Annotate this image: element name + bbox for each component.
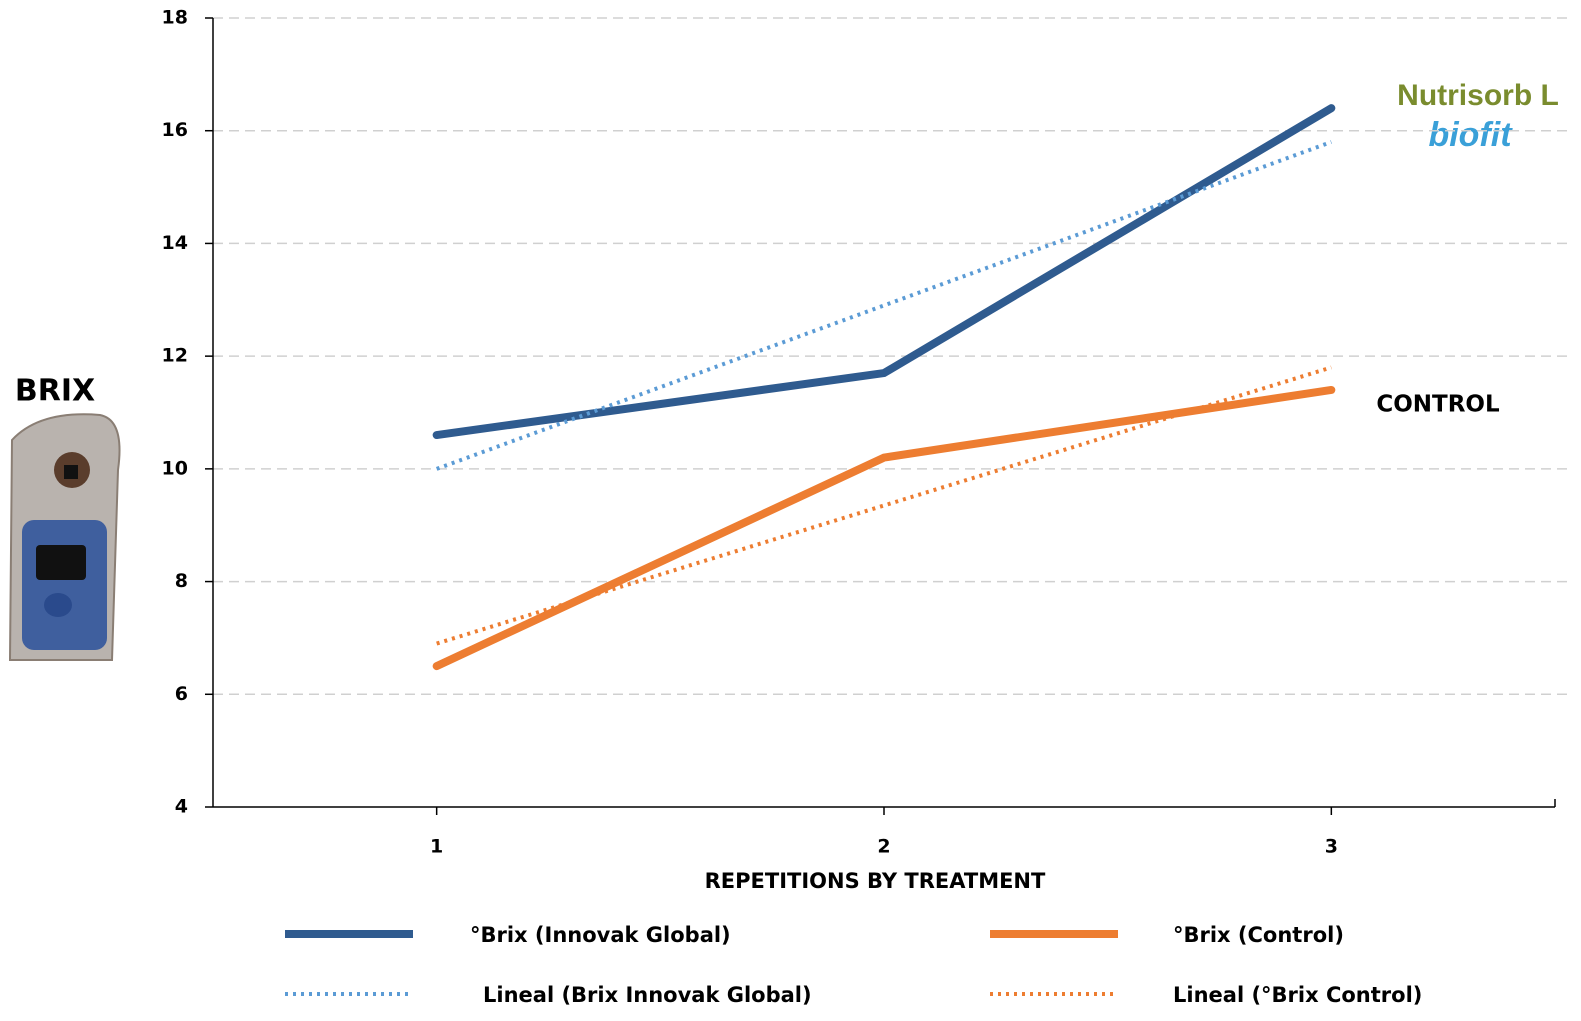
series-line [437,108,1332,435]
x-tick-label: 1 [430,836,443,858]
y-tick-label: 10 [162,457,188,479]
y-tick-label: 18 [162,7,188,29]
legend-label: °Brix (Control) [1173,923,1344,947]
refractometer-icon [10,414,120,660]
annotation: CONTROL [1376,392,1500,418]
x-tick-label: 2 [877,836,890,858]
x-tick-label: 3 [1325,836,1338,858]
legend-label: Lineal (Brix Innovak Global) [483,983,812,1007]
y-axis-label: BRIX [15,374,95,409]
legend-label: Lineal (°Brix Control) [1173,983,1422,1007]
y-tick-label: 14 [162,232,188,254]
y-tick-label: 4 [175,796,188,818]
series-line [437,390,1332,666]
y-tick-label: 12 [162,345,188,367]
y-tick-label: 8 [175,570,188,592]
chart: BRIX REPETITIONS BY TREATMENT CONTROL Nu… [0,0,1581,1021]
y-tick-label: 6 [175,683,188,705]
legend-label: °Brix (Innovak Global) [470,923,731,947]
y-tick-label: 16 [162,119,188,141]
logo-text: Nutrisorb L [1397,79,1559,112]
logo-text: biofit [1428,116,1513,154]
x-axis-label: REPETITIONS BY TREATMENT [705,869,1046,893]
